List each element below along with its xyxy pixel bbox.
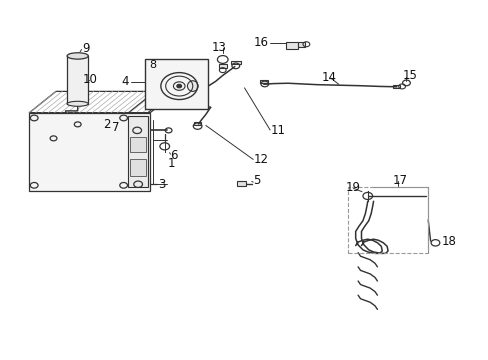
Bar — [193, 122, 201, 125]
Text: 11: 11 — [270, 124, 285, 137]
Bar — [128, 116, 147, 187]
Text: 15: 15 — [402, 69, 417, 82]
Text: 18: 18 — [440, 235, 455, 248]
Circle shape — [177, 84, 181, 88]
Bar — [145, 59, 208, 109]
Bar — [237, 181, 245, 186]
Bar — [297, 42, 305, 47]
Text: 14: 14 — [321, 71, 336, 84]
Bar — [230, 61, 240, 64]
Bar — [219, 64, 226, 68]
Text: 7: 7 — [112, 121, 120, 134]
Bar — [130, 159, 145, 176]
Bar — [29, 113, 150, 191]
Text: 10: 10 — [82, 73, 97, 86]
Text: 16: 16 — [253, 36, 268, 49]
Text: 12: 12 — [254, 153, 268, 166]
Bar — [67, 56, 88, 104]
Bar — [260, 80, 267, 83]
Text: 3: 3 — [158, 178, 165, 191]
Ellipse shape — [67, 101, 88, 106]
Ellipse shape — [67, 53, 88, 59]
Bar — [348, 187, 427, 253]
Text: 6: 6 — [170, 149, 178, 162]
Ellipse shape — [187, 81, 198, 91]
Bar — [130, 138, 145, 152]
Text: 13: 13 — [211, 41, 226, 54]
Bar — [393, 85, 399, 88]
Text: 2: 2 — [102, 118, 110, 131]
Text: 19: 19 — [346, 181, 360, 194]
Text: 8: 8 — [149, 60, 156, 70]
Text: 1: 1 — [168, 157, 175, 170]
Text: 9: 9 — [82, 42, 90, 55]
Text: 5: 5 — [253, 174, 260, 187]
Text: 4: 4 — [121, 75, 128, 88]
Text: 17: 17 — [391, 174, 407, 186]
Bar — [285, 42, 297, 49]
